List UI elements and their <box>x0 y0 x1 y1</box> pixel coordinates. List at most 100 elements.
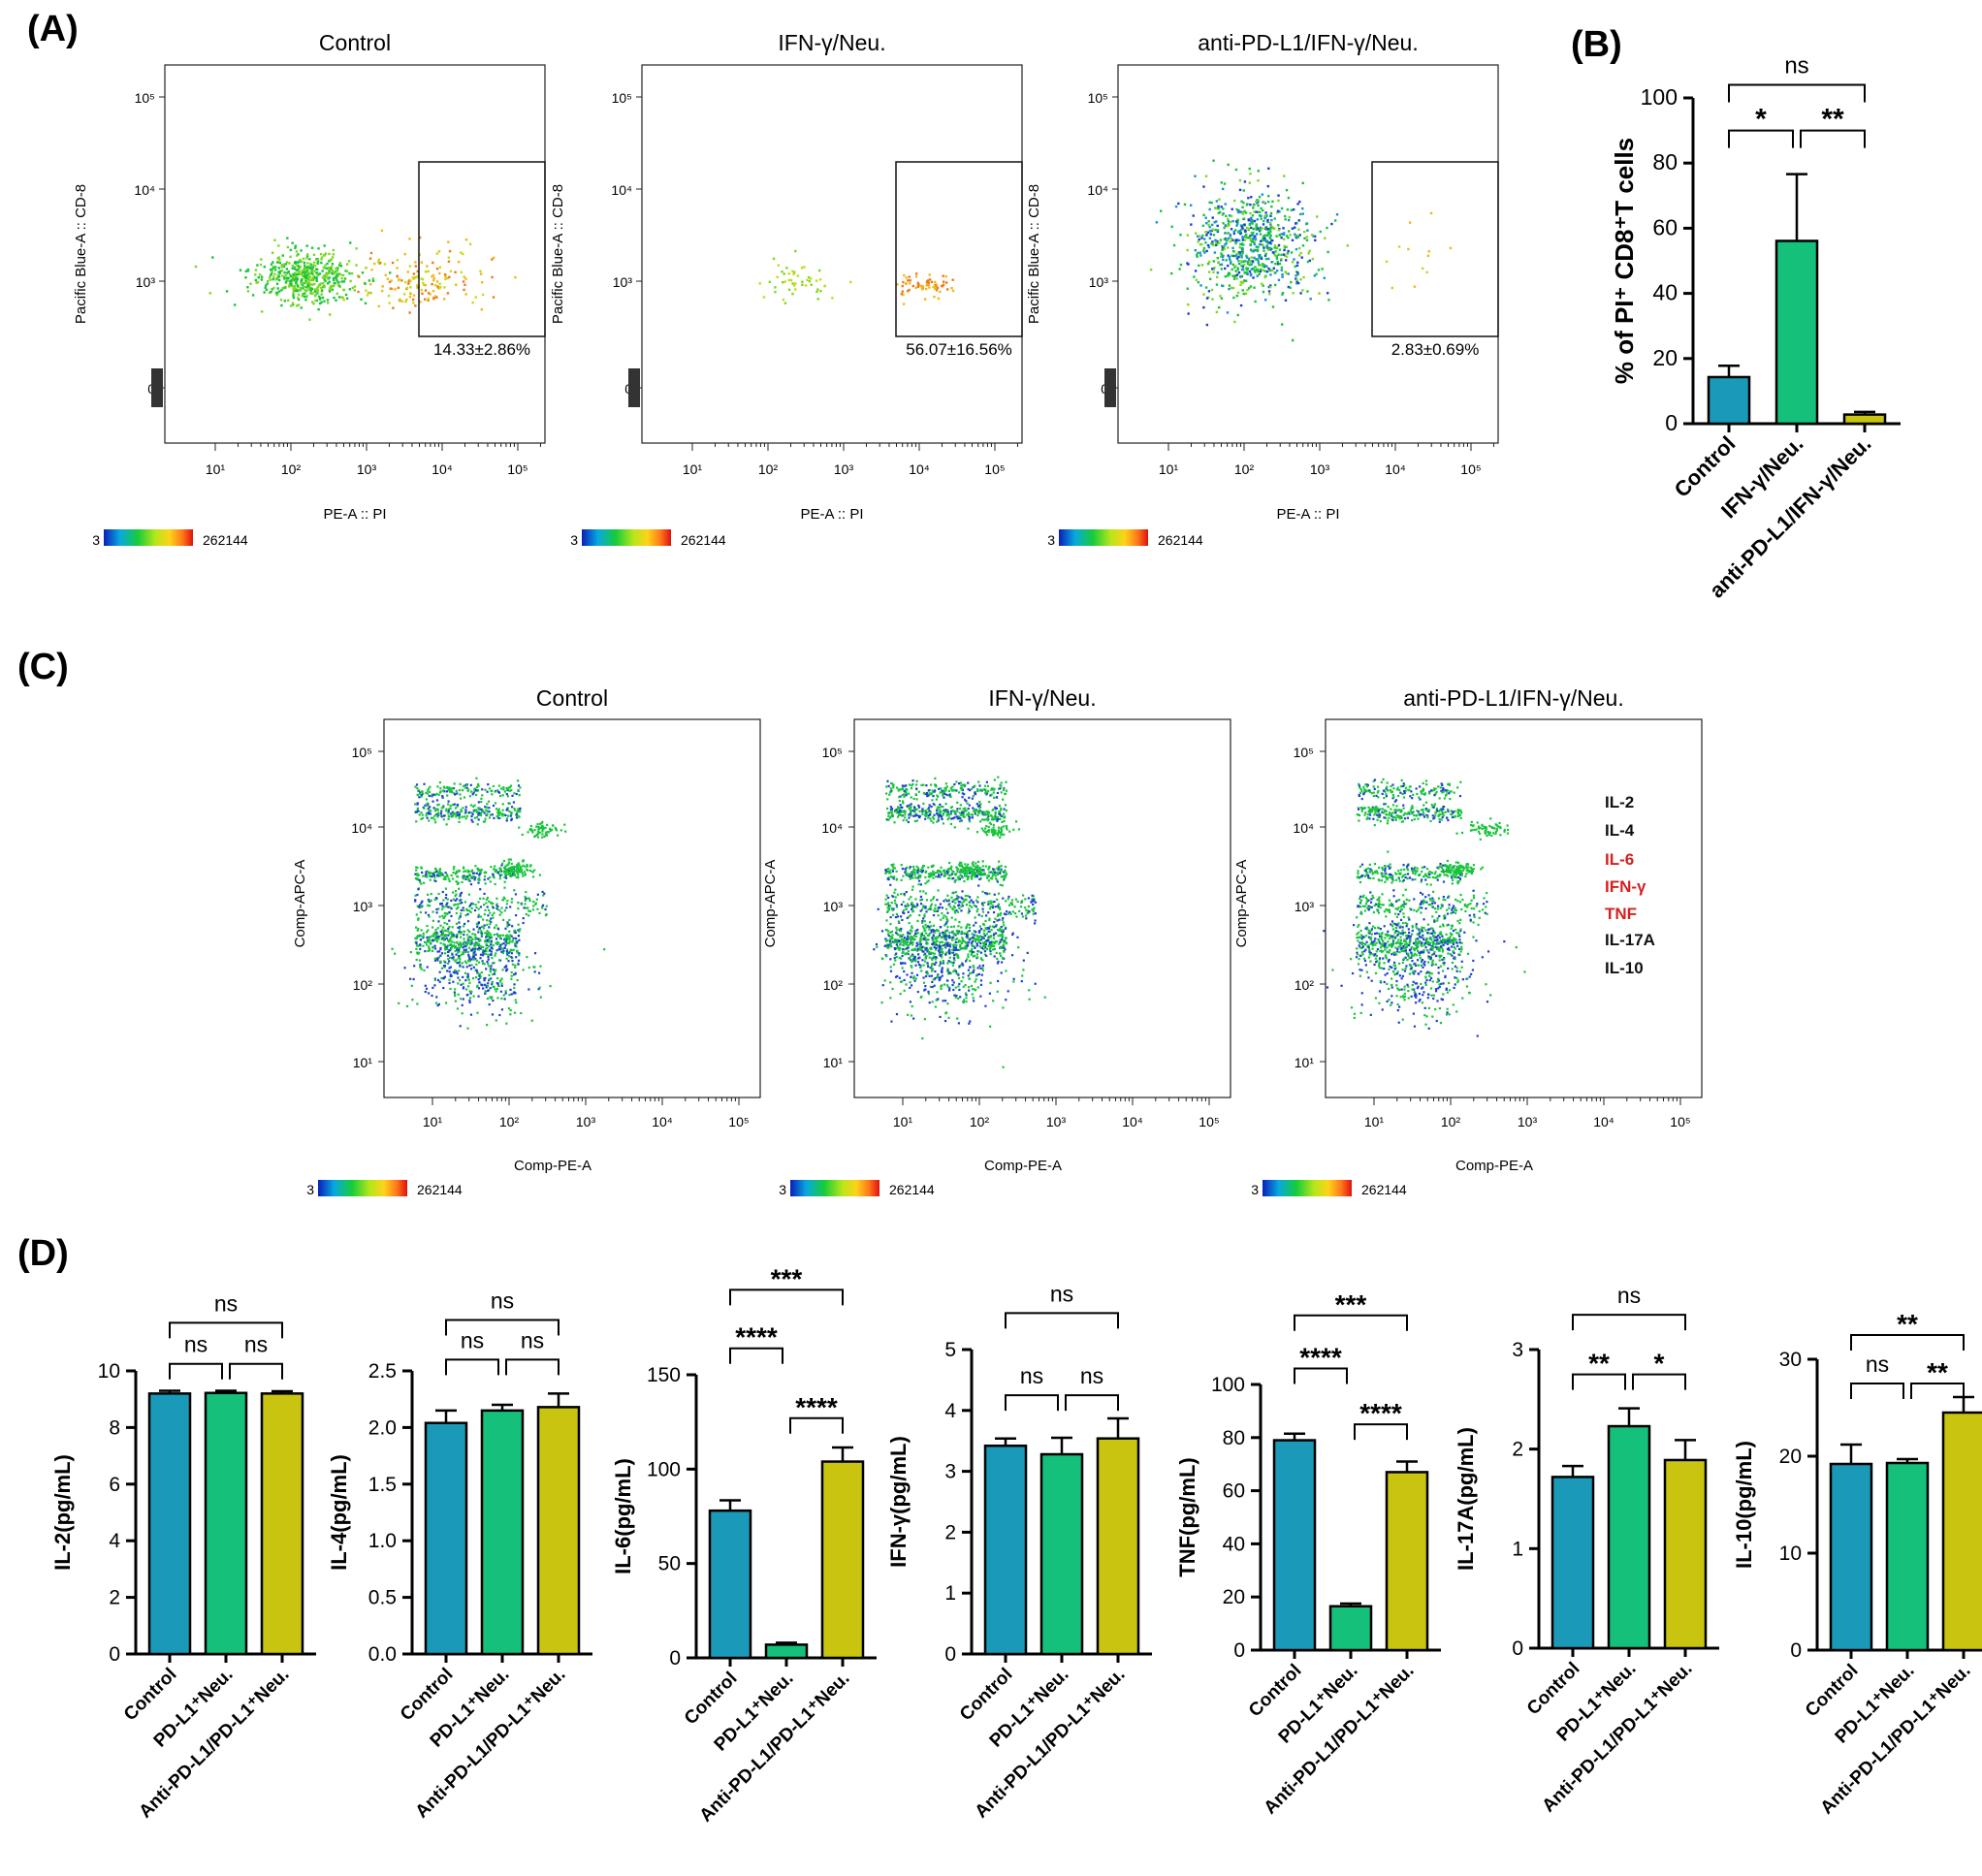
dot <box>929 906 932 909</box>
dot <box>464 914 467 917</box>
dot <box>438 287 441 290</box>
dot <box>478 981 481 984</box>
dot <box>1274 250 1277 253</box>
dot <box>539 996 542 999</box>
dot <box>995 796 999 799</box>
dot <box>336 278 338 282</box>
dot <box>491 957 494 960</box>
dot <box>1234 241 1237 245</box>
dot <box>417 906 421 908</box>
dot <box>973 937 975 939</box>
dot <box>961 810 964 813</box>
dot <box>1207 245 1211 249</box>
dot <box>453 865 456 869</box>
dot <box>276 257 279 260</box>
dot <box>336 267 339 270</box>
dot <box>961 902 964 905</box>
dot <box>508 810 511 812</box>
dot <box>902 944 905 947</box>
dot <box>1273 217 1276 220</box>
dot <box>509 866 512 870</box>
dot <box>823 284 827 288</box>
dot <box>254 269 258 271</box>
dot <box>976 901 979 904</box>
dot <box>999 914 1002 917</box>
dot <box>1203 251 1206 254</box>
dot <box>442 934 445 937</box>
dot <box>894 902 897 905</box>
dot <box>477 801 480 804</box>
dot <box>960 811 964 814</box>
dot <box>1287 196 1291 200</box>
dot <box>952 817 955 820</box>
dot <box>425 943 429 946</box>
dot <box>1257 245 1260 249</box>
dot <box>468 811 471 814</box>
dot <box>437 956 440 959</box>
dot <box>956 801 959 804</box>
dot <box>313 290 317 294</box>
dot <box>330 284 333 288</box>
dot <box>414 304 417 307</box>
dot <box>488 965 491 968</box>
dot <box>904 811 907 813</box>
dot <box>455 880 459 883</box>
dot <box>936 807 939 810</box>
dot <box>440 976 443 980</box>
dot <box>500 997 503 1001</box>
dot <box>516 872 519 874</box>
dot <box>499 934 502 937</box>
dot <box>309 291 313 295</box>
dot <box>496 934 499 937</box>
dot <box>993 787 996 790</box>
dot <box>892 786 895 789</box>
dot <box>458 921 461 924</box>
dot <box>477 811 480 815</box>
dot <box>292 292 295 295</box>
dot <box>492 874 495 878</box>
dot <box>942 811 945 815</box>
dot <box>491 813 494 816</box>
dot <box>1269 248 1272 251</box>
dot <box>1255 258 1259 261</box>
dot <box>527 897 529 900</box>
dot <box>474 953 477 956</box>
dot <box>946 935 949 938</box>
dot <box>924 875 927 878</box>
dot <box>908 867 911 870</box>
dot <box>486 1024 489 1027</box>
dot <box>922 783 925 786</box>
dot <box>483 983 487 986</box>
dot <box>922 810 925 812</box>
dot <box>494 865 496 868</box>
dot <box>314 294 317 298</box>
dot <box>414 873 417 875</box>
dot <box>538 874 542 876</box>
dot <box>457 906 460 908</box>
dot <box>1216 229 1220 232</box>
dot <box>1293 258 1295 261</box>
dot <box>324 264 327 267</box>
dot <box>888 905 892 907</box>
dot <box>487 955 490 959</box>
dot <box>915 798 918 801</box>
dot <box>965 800 968 803</box>
dot <box>1204 231 1207 234</box>
dot <box>468 936 471 938</box>
x-tick-label: 10² <box>499 1114 520 1129</box>
dot <box>1198 235 1201 238</box>
dot <box>484 938 487 942</box>
dot <box>424 298 427 301</box>
dot <box>1155 221 1159 224</box>
dot <box>500 1008 504 1011</box>
dot <box>944 803 947 806</box>
dot <box>889 883 892 886</box>
dot <box>925 926 928 929</box>
dot <box>1237 259 1240 263</box>
dot <box>1262 269 1264 271</box>
dot <box>441 930 444 933</box>
dot <box>816 288 819 291</box>
dot <box>466 941 469 944</box>
dot <box>507 861 511 864</box>
dot <box>916 285 920 288</box>
